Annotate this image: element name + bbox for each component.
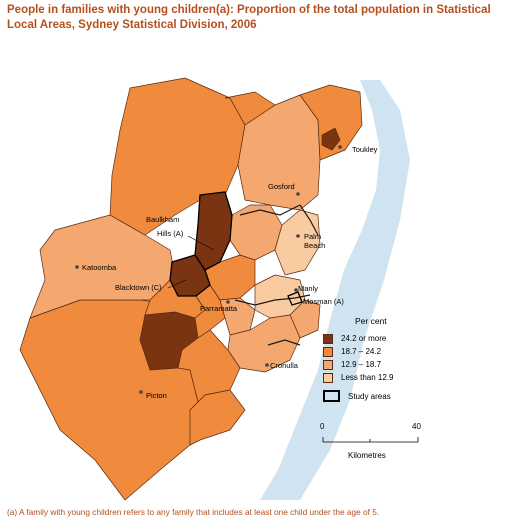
coastal-water [260, 80, 410, 500]
study-area-baulkham [194, 191, 233, 271]
label-parramatta: Parramatta [200, 304, 238, 313]
legend-label: 18.7 – 24.2 [341, 347, 382, 356]
label-toukley: Toukley [352, 145, 378, 154]
marker-cronulla [265, 363, 269, 367]
scale-start: 0 [320, 422, 325, 431]
region-toukley [321, 127, 341, 151]
label-baulkham: Baulkham [146, 215, 179, 224]
legend-item: 18.7 – 24.2 [323, 345, 393, 358]
legend-swatch [323, 359, 333, 370]
leader-baulkham [187, 235, 215, 251]
scale-unit: Kilometres [348, 451, 386, 460]
region-campbelltown [189, 389, 246, 446]
legend-label: Less than 12.9 [341, 373, 394, 382]
label-mosman: Mosman (A) [303, 297, 344, 306]
botany-bay [267, 339, 301, 346]
marker-gosford [296, 192, 300, 196]
marker-katoomba [75, 265, 79, 269]
label-picton: Picton [146, 391, 167, 400]
footnote: (a) A family with young children refers … [7, 507, 380, 517]
legend-swatch [323, 333, 333, 344]
leader-blacktown [167, 279, 187, 289]
label-palm: Palm [304, 232, 321, 241]
legend-label: 12.9 – 18.7 [341, 360, 382, 369]
label-katoomba: Katoomba [82, 263, 117, 272]
scale-end: 40 [412, 422, 421, 431]
region-warringah [274, 209, 321, 276]
legend-study-areas: Study areas [323, 390, 393, 402]
label-cronulla: Cronulla [270, 361, 299, 370]
marker-palm-beach [296, 234, 300, 238]
study-area-swatch [323, 390, 340, 402]
marker-parramatta [226, 300, 230, 304]
region-wyong [224, 91, 276, 126]
legend-title: Per cent [355, 316, 387, 326]
legend-item: 24.2 or more [323, 332, 393, 345]
legend-label: 24.2 or more [341, 334, 387, 343]
broken-bay [299, 204, 319, 236]
marker-manly [294, 288, 298, 292]
study-area-mosman [287, 291, 303, 306]
map-legend: Per cent 24.2 or more 18.7 – 24.2 12.9 –… [323, 316, 393, 402]
label-manly: Manly [298, 284, 318, 293]
region-wyong-north [299, 84, 363, 161]
label-blacktown: Blacktown (C) [115, 283, 162, 292]
scale-line [322, 437, 419, 443]
region-baulkham-hills [194, 191, 233, 271]
legend-item: Less than 12.9 [323, 371, 393, 384]
marker-picton [139, 390, 143, 394]
study-areas-label: Study areas [348, 391, 391, 401]
map-title: People in families with young children(a… [7, 4, 491, 31]
study-area-blacktown [169, 254, 211, 297]
label-hills-a: Hills (A) [157, 229, 184, 238]
marker-toukley [338, 145, 342, 149]
legend-swatch [323, 372, 333, 383]
label-gosford: Gosford [268, 182, 295, 191]
region-gosford [237, 94, 321, 211]
hawkesbury-river [239, 204, 301, 216]
legend-item: 12.9 – 18.7 [323, 358, 393, 371]
legend-swatch [323, 346, 333, 357]
label-beach: Beach [304, 241, 325, 250]
